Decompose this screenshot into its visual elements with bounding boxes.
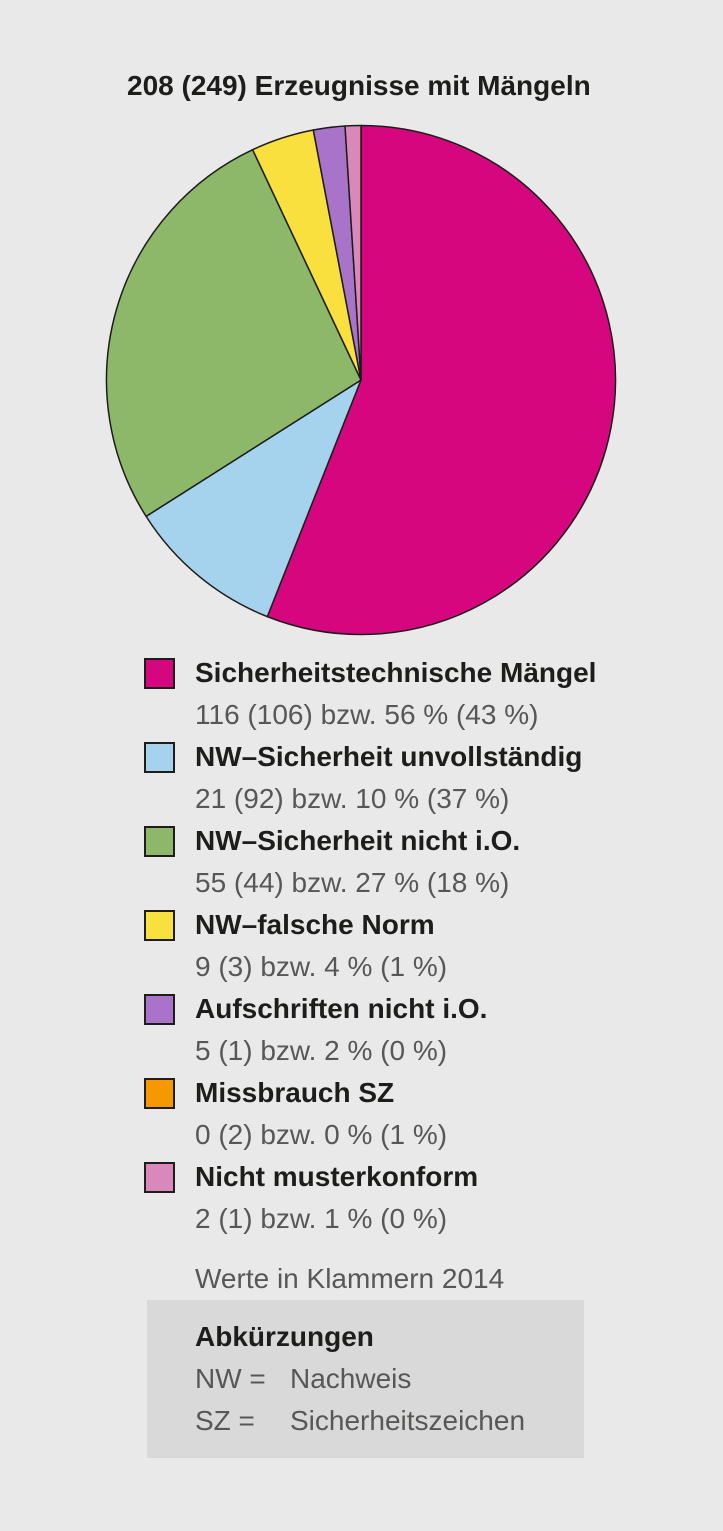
pie-slice-1 bbox=[266, 124, 617, 636]
abbreviation-meaning: Sicherheitszeichen bbox=[290, 1405, 526, 1436]
legend-label-row: Sicherheitstechnische Mängel bbox=[144, 652, 684, 694]
abbreviation-meaning: Nachweis bbox=[290, 1363, 412, 1394]
legend-value: 9 (3) bzw. 4 % (1 %) bbox=[195, 951, 448, 982]
pie-slice-3 bbox=[105, 148, 362, 518]
legend-label: Nicht musterkonform bbox=[195, 1161, 479, 1192]
legend-value: 2 (1) bzw. 1 % (0 %) bbox=[195, 1203, 448, 1234]
legend-item: Sicherheitstechnische Mängel 116 (106) b… bbox=[144, 652, 684, 736]
legend-label: NW–falsche Norm bbox=[195, 909, 435, 940]
legend-color-swatch bbox=[144, 1161, 175, 1193]
legend-item: Nicht musterkonform 2 (1) bzw. 1 % (0 %) bbox=[144, 1156, 684, 1240]
abbreviation-key: NW = bbox=[195, 1363, 266, 1394]
legend-value: 0 (2) bzw. 0 % (1 %) bbox=[195, 1119, 448, 1150]
abbreviations-title: Abkürzungen bbox=[195, 1321, 374, 1352]
legend-item: NW–Sicherheit unvollständig 21 (92) bzw.… bbox=[144, 736, 684, 820]
legend-label-row: NW–falsche Norm bbox=[144, 904, 684, 946]
legend-label-row: NW–Sicherheit nicht i.O. bbox=[144, 820, 684, 862]
legend-value: 116 (106) bzw. 56 % (43 %) bbox=[195, 699, 539, 730]
legend-item: NW–falsche Norm 9 (3) bzw. 4 % (1 %) bbox=[144, 904, 684, 988]
legend-label: NW–Sicherheit nicht i.O. bbox=[195, 825, 521, 856]
legend-color-swatch bbox=[144, 1077, 175, 1109]
abbreviation-key: SZ = bbox=[195, 1405, 255, 1436]
legend-color-swatch bbox=[144, 657, 175, 689]
legend-value: 5 (1) bzw. 2 % (0 %) bbox=[195, 1035, 448, 1066]
abbreviation-row: NW = Nachweis bbox=[195, 1358, 584, 1400]
legend-color-swatch bbox=[144, 909, 175, 941]
legend-label-row: Aufschriften nicht i.O. bbox=[144, 988, 684, 1030]
pie-chart bbox=[105, 124, 617, 636]
abbreviation-row: SZ = Sicherheitszeichen bbox=[195, 1400, 584, 1442]
legend-label: Sicherheitstechnische Mängel bbox=[195, 657, 597, 688]
legend-color-swatch bbox=[144, 993, 175, 1025]
pie-slice-2 bbox=[145, 379, 362, 618]
legend-label-row: Nicht musterkonform bbox=[144, 1156, 684, 1198]
legend-label-row: NW–Sicherheit unvollständig bbox=[144, 736, 684, 778]
legend-label-row: Missbrauch SZ bbox=[144, 1072, 684, 1114]
legend-color-swatch bbox=[144, 825, 175, 857]
legend-label: Missbrauch SZ bbox=[195, 1077, 395, 1108]
abbreviations-box: Abkürzungen NW = Nachweis SZ = Sicherheits… bbox=[147, 1300, 584, 1458]
legend-value: 21 (92) bzw. 10 % (37 %) bbox=[195, 783, 510, 814]
legend-item: Missbrauch SZ 0 (2) bzw. 0 % (1 %) bbox=[144, 1072, 684, 1156]
legend-label: Aufschriften nicht i.O. bbox=[195, 993, 488, 1024]
legend-label: NW–Sicherheit unvollständig bbox=[195, 741, 583, 772]
chart-title: 208 (249) Erzeugnisse mit Mängeln bbox=[127, 70, 591, 101]
legend: Sicherheitstechnische Mängel 116 (106) b… bbox=[144, 652, 684, 1240]
legend-color-swatch bbox=[144, 741, 175, 773]
legend-value: 55 (44) bzw. 27 % (18 %) bbox=[195, 867, 510, 898]
footnote-values-in-parentheses: Werte in Klammern 2014 bbox=[195, 1263, 505, 1294]
legend-item: NW–Sicherheit nicht i.O. 55 (44) bzw. 27… bbox=[144, 820, 684, 904]
abbreviations-list: NW = Nachweis SZ = Sicherheitszeichen bbox=[195, 1358, 584, 1442]
pie-slice-7 bbox=[344, 124, 362, 381]
legend-item: Aufschriften nicht i.O. 5 (1) bzw. 2 % (… bbox=[144, 988, 684, 1072]
